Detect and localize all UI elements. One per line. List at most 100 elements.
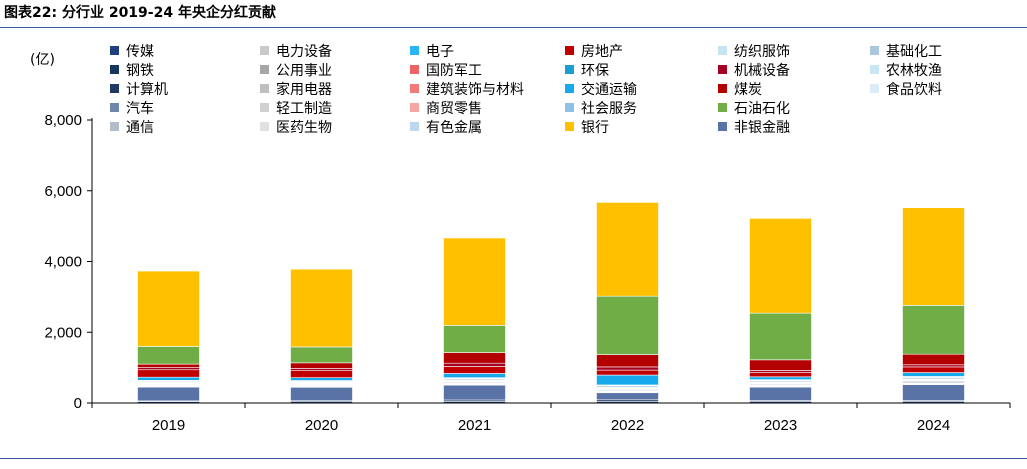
y-unit-label: (亿)	[30, 52, 55, 68]
bar-stack-2021	[443, 237, 506, 404]
bar-segment	[443, 325, 506, 353]
bar-stack-2023	[749, 218, 812, 404]
x-tick-label: 2020	[305, 417, 338, 434]
legend-swatch	[110, 84, 119, 93]
legend-label: 电子	[426, 44, 454, 60]
bar-segment	[137, 270, 200, 347]
legend-label: 计算机	[126, 82, 168, 98]
legend-swatch	[718, 84, 727, 93]
legend-item: 国防军工	[410, 63, 482, 79]
legend-swatch	[410, 84, 419, 93]
figure-title: 图表22: 分行业 2019-24 年央企分红贡献	[4, 5, 276, 21]
legend-item: 公用事业	[260, 63, 332, 79]
bar-segment	[596, 369, 659, 376]
legend-item: 纺织服饰	[718, 44, 790, 60]
legend-label: 公用事业	[276, 63, 332, 79]
bar-segment	[749, 359, 812, 371]
legend-label: 医药生物	[276, 120, 332, 136]
legend-item: 银行	[565, 120, 609, 136]
legend-item: 传媒	[110, 44, 154, 60]
bar-segment	[596, 366, 659, 371]
bar-segment	[290, 368, 353, 371]
y-tick-label: 4,000	[44, 254, 82, 271]
legend-item: 房地产	[565, 44, 623, 60]
x-tick-label: 2022	[611, 417, 644, 434]
legend-swatch	[565, 84, 574, 93]
x-tick-label: 2023	[764, 417, 797, 434]
bar-stack-2020	[290, 268, 353, 404]
legend-label: 非银金融	[734, 120, 790, 136]
legend-swatch	[260, 46, 269, 55]
legend-swatch	[718, 122, 727, 131]
legend-swatch	[870, 46, 879, 55]
legend-item: 轻工制造	[260, 101, 332, 117]
legend-swatch	[110, 65, 119, 74]
bar-segment	[596, 202, 659, 297]
bar-segment	[137, 386, 200, 402]
bar-segment	[749, 386, 812, 401]
legend-swatch	[870, 65, 879, 74]
bar-segment	[290, 362, 353, 369]
bar-segment	[596, 374, 659, 386]
title-rule	[0, 27, 1027, 28]
bar-segment	[137, 363, 200, 368]
y-tick-label: 0	[74, 395, 82, 412]
legend-swatch	[410, 65, 419, 74]
legend-item: 基础化工	[870, 43, 942, 60]
legend-item: 钢铁	[110, 63, 154, 79]
bars	[137, 202, 965, 404]
legend-item: 有色金属	[410, 119, 482, 136]
bar-segment	[443, 373, 506, 379]
legend-label: 农林牧渔	[886, 63, 942, 79]
bar-segment	[902, 364, 965, 368]
legend-label: 建筑装饰与材料	[426, 82, 524, 98]
y-axis: 0 2,000 4,000 6,000 8,000	[44, 112, 93, 412]
bar-segment	[290, 377, 353, 381]
legend-label: 煤炭	[734, 82, 762, 98]
legend-label: 纺织服饰	[734, 44, 790, 60]
legend-swatch	[565, 65, 574, 74]
y-tick-label: 8,000	[44, 112, 82, 129]
bar-segment	[443, 352, 506, 364]
legend-swatch	[110, 122, 119, 131]
legend-swatch	[565, 46, 574, 55]
legend-item: 计算机	[110, 82, 168, 98]
bar-segment	[290, 370, 353, 379]
legend-item: 机械设备	[718, 62, 790, 79]
bar-segment	[902, 207, 965, 306]
x-axis: 2019 2020 2021 2022 2023 2024	[91, 402, 1011, 434]
legend-swatch	[260, 103, 269, 112]
bar-segment	[596, 392, 659, 401]
legend-label: 机械设备	[734, 62, 790, 79]
legend-item: 商贸零售	[410, 101, 482, 117]
bar-segment	[902, 305, 965, 355]
legend-swatch	[870, 84, 879, 93]
legend-label: 电力设备	[276, 43, 332, 60]
legend-item: 交通运输	[565, 81, 637, 98]
bar-segment	[749, 218, 812, 314]
legend-item: 煤炭	[718, 82, 762, 98]
legend-label: 国防军工	[426, 63, 482, 79]
legend-label: 房地产	[581, 44, 623, 60]
legend-item: 建筑装饰与材料	[410, 82, 524, 98]
bar-segment	[902, 384, 965, 401]
y-tick-label: 2,000	[44, 324, 82, 341]
legend-item: 石油石化	[718, 101, 790, 117]
legend-item: 社会服务	[565, 101, 637, 117]
y-tick-label: 6,000	[44, 183, 82, 200]
bar-segment	[290, 268, 353, 348]
legend-label: 社会服务	[581, 101, 637, 117]
legend-label: 汽车	[126, 100, 154, 117]
legend-item: 家用电器	[260, 81, 332, 98]
legend-swatch	[410, 103, 419, 112]
bar-segment	[596, 354, 659, 368]
bar-segment	[749, 370, 812, 373]
legend-swatch	[260, 65, 269, 74]
legend-item: 农林牧渔	[870, 63, 942, 79]
bar-segment	[902, 353, 965, 366]
bar-stack-2022	[596, 202, 659, 404]
bar-segment	[137, 346, 200, 365]
legend-swatch	[260, 122, 269, 131]
x-tick-label: 2021	[458, 417, 491, 434]
